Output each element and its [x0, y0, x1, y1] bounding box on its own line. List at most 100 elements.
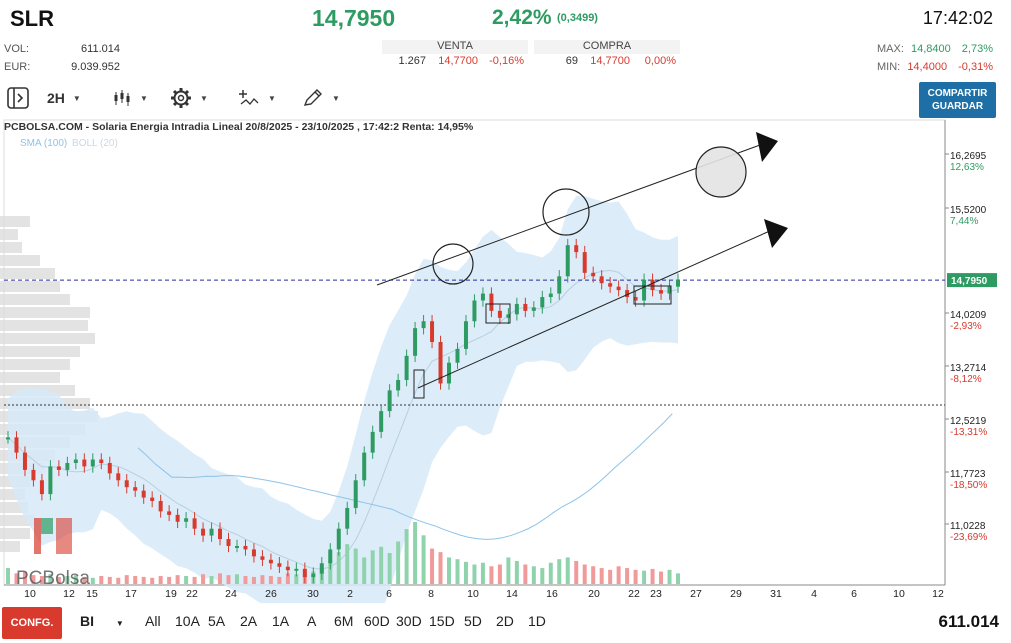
volume-bar: [447, 557, 452, 584]
range-15d[interactable]: 15D: [429, 613, 455, 629]
volume-profile-bar: [0, 216, 30, 227]
candle-body: [73, 459, 78, 463]
candle-body: [285, 566, 290, 571]
candle-body: [184, 518, 189, 522]
range-30d[interactable]: 30D: [396, 613, 422, 629]
volume-bar: [251, 576, 256, 584]
candle-body: [362, 452, 367, 481]
candle-body: [582, 252, 587, 273]
euro-volume-label: EUR:: [4, 61, 31, 73]
range-60d[interactable]: 60D: [364, 613, 390, 629]
x-tick-label: 26: [265, 588, 277, 600]
volume-bar: [608, 569, 613, 584]
volume-bar: [141, 576, 146, 584]
panel-toggle-button[interactable]: [6, 84, 30, 112]
volume-bar: [472, 564, 477, 584]
indicators-select[interactable]: ▼: [238, 84, 276, 112]
candle-body: [514, 303, 519, 315]
volume-profile-bar: [0, 346, 80, 357]
candle-body: [277, 563, 282, 567]
min-value: 14,4000: [907, 61, 948, 73]
candle-body: [22, 452, 27, 470]
x-tick-label: 6: [386, 588, 392, 600]
x-tick-label: 24: [225, 588, 237, 600]
candle-body: [48, 466, 53, 495]
bollinger-band: [8, 195, 678, 603]
candle-body: [226, 539, 231, 546]
volume-bar: [268, 576, 273, 584]
config-button[interactable]: CONFG.: [2, 607, 62, 639]
interval-select[interactable]: 2H ▼: [47, 84, 81, 112]
candle-body: [430, 321, 435, 342]
candle-body: [99, 459, 104, 463]
volume-bar: [548, 562, 553, 584]
candle-body: [90, 459, 95, 467]
chevron-down-icon: ▼: [72, 93, 81, 103]
candle-body: [150, 497, 155, 502]
volume-bar: [659, 571, 664, 584]
logo-block: [34, 518, 41, 554]
volume-bar: [379, 546, 384, 584]
y-tick-label: 14,0209: [950, 310, 987, 321]
x-tick-label: 6: [851, 588, 857, 600]
range-a[interactable]: A: [307, 613, 317, 629]
candle-body: [370, 431, 375, 453]
volume-bar: [167, 576, 172, 584]
x-tick-label: 10: [467, 588, 479, 600]
volume-bar: [277, 576, 282, 584]
range-10a[interactable]: 10A: [175, 613, 200, 629]
drawing-tools-select[interactable]: ▼: [302, 84, 340, 112]
range-all[interactable]: All: [145, 613, 161, 629]
settings-select[interactable]: ▼: [170, 84, 208, 112]
volume-bar: [116, 577, 121, 584]
volume-profile-bar: [0, 359, 70, 370]
volume-profile-bar: [0, 229, 18, 240]
volume-value: 611.014: [81, 43, 120, 55]
candle-body: [540, 297, 545, 308]
volume-bar: [336, 552, 341, 584]
volume-bar: [370, 550, 375, 584]
volume-bar: [133, 576, 138, 584]
y-tick-label: 11,0228: [950, 521, 986, 532]
volume-bar: [14, 573, 19, 584]
candle-body: [218, 528, 223, 540]
range-1a[interactable]: 1A: [272, 613, 290, 629]
y-tick-label: 11,7723: [950, 469, 986, 480]
candle-body: [387, 390, 392, 412]
share-save-button[interactable]: COMPARTIR GUARDAR: [919, 82, 996, 118]
candle-body: [234, 545, 239, 548]
panel-toggle-icon: [7, 87, 29, 109]
draw-pencil-icon: [303, 89, 322, 106]
volume-profile-bar: [0, 268, 55, 279]
volume-bar: [345, 544, 350, 584]
total-volume: 611.014: [938, 612, 999, 631]
range-5d[interactable]: 5D: [464, 613, 482, 629]
buy-price: 14,7700: [590, 55, 630, 67]
trend-line-lower: [417, 229, 773, 389]
range-2d[interactable]: 2D: [496, 613, 514, 629]
range-1d[interactable]: 1D: [528, 613, 546, 629]
volume-bar: [599, 568, 604, 584]
candle-body: [650, 279, 655, 291]
range-6m[interactable]: 6M: [334, 613, 354, 629]
candle-body: [506, 314, 511, 318]
candle-body: [39, 480, 44, 495]
x-tick-label: 15: [86, 588, 98, 600]
y-tick-pct: -18,50%: [950, 480, 987, 491]
chart-type-select[interactable]: BI ▼: [80, 613, 124, 629]
candle-body: [268, 559, 273, 564]
candle-body: [497, 310, 502, 318]
last-price: 14,7950: [312, 5, 396, 31]
volume-bar: [124, 575, 129, 584]
candle-body: [608, 283, 613, 287]
volume-bar: [531, 566, 536, 584]
range-2a[interactable]: 2A: [240, 613, 258, 629]
trend-arrow-lower: [764, 219, 788, 248]
candle-body: [107, 462, 112, 474]
bollinger-middle: [7, 269, 679, 570]
volume-bar: [506, 557, 511, 584]
candle-body: [328, 549, 333, 564]
chart-style-select[interactable]: ▼: [112, 84, 148, 112]
range-5a[interactable]: 5A: [208, 613, 226, 629]
